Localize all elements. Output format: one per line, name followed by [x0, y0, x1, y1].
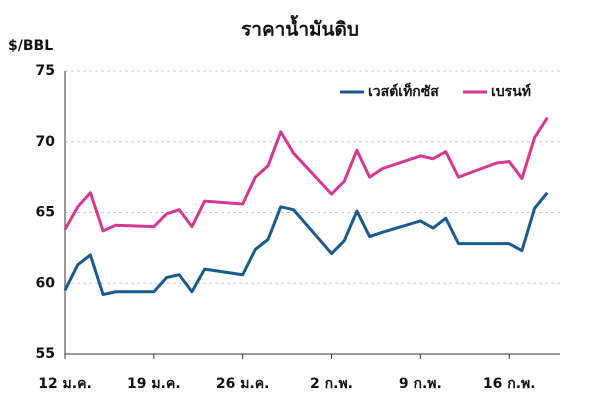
y-tick-label: 60 [36, 275, 56, 291]
x-tick-label: 16 ก.พ. [483, 376, 536, 392]
legend-label: เวสต์เท็กซัส [368, 82, 439, 100]
y-axis-label: $/BBL [8, 38, 53, 54]
y-tick-label: 65 [36, 205, 55, 221]
x-tick-label: 12 ม.ค. [38, 376, 92, 392]
legend-label: เบรนท์ [491, 83, 531, 100]
y-tick-label: 70 [36, 134, 56, 150]
data-line [63, 116, 549, 233]
data-line [63, 191, 549, 297]
x-tick-label: 19 ม.ค. [127, 376, 181, 392]
x-tick-label: 2 ก.พ. [310, 376, 353, 392]
chart-title: ราคาน้ำมันดิบ [241, 15, 359, 41]
y-tick-label: 55 [36, 346, 55, 362]
x-tick-label: 26 ม.ค. [216, 376, 270, 392]
x-tick-label: 9 ก.พ. [399, 376, 442, 392]
y-tick-label: 75 [36, 63, 55, 79]
